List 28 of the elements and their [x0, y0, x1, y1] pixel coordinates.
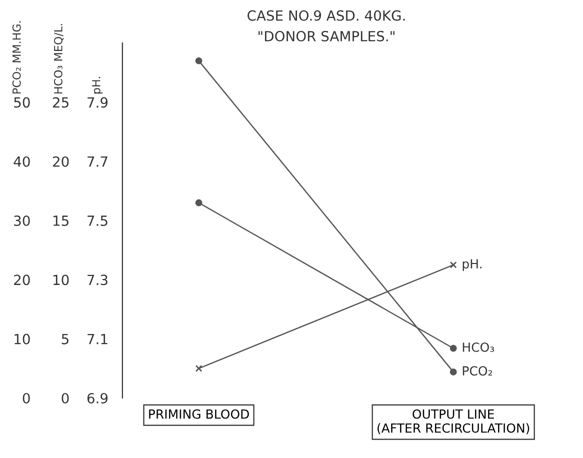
y3-axis-title: pH. — [92, 76, 103, 94]
y2-tick-label: 15 — [54, 216, 68, 226]
y-tick-label: 30 — [14, 215, 30, 226]
series-label: PCO₂ — [462, 366, 492, 376]
series-label: pH. — [462, 259, 482, 271]
y2-tick-label: 25 — [52, 97, 68, 108]
y3-tick-label: 7.5 — [88, 216, 108, 226]
y3-tick-label: 7.9 — [88, 97, 108, 108]
y2-axis-title: HCO₃ MEQ/L. — [54, 24, 64, 94]
series-label: HCO₃ — [462, 342, 494, 352]
y3-tick-label: 7.7 — [88, 156, 108, 167]
y2-tick-label: 0 — [62, 392, 69, 404]
y2-tick-label: 5 — [62, 334, 68, 344]
y2-tick-label: 20 — [52, 156, 69, 167]
y3-tick-label: 6.9 — [87, 392, 108, 404]
x-tick-label: PRIMING BLOOD — [149, 409, 249, 419]
chart-title: CASE NO.9 ASD. 40KG. — [248, 10, 405, 21]
chart-subtitle: "DONOR SAMPLES." — [258, 30, 394, 42]
y-tick-label: 10 — [14, 334, 30, 344]
y3-tick-label: 7.1 — [88, 334, 108, 344]
y-tick-label: 0 — [22, 392, 30, 404]
y-axis-title: PCO₂ MM.HG. — [12, 21, 21, 94]
y3-tick-label: 7.3 — [88, 274, 108, 286]
y-tick-label: 40 — [14, 156, 30, 167]
y-tick-label: 50 — [14, 97, 30, 108]
y-tick-label: 20 — [14, 274, 30, 286]
y2-tick-label: 10 — [54, 274, 69, 286]
x-tick-label: OUTPUT LINE (AFTER RECIRCULATION) — [378, 409, 530, 434]
